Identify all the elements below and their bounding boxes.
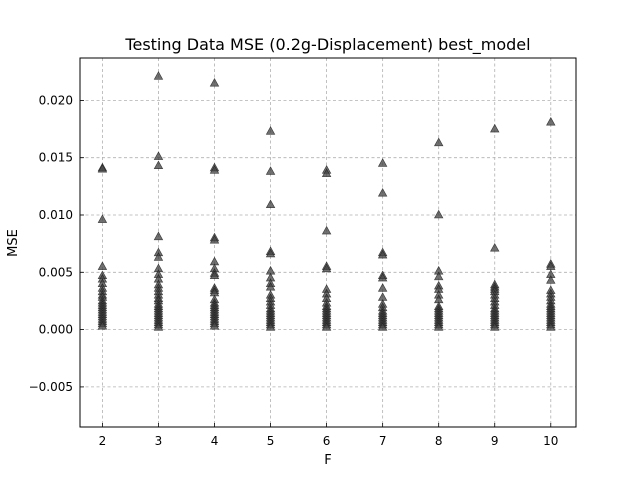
data-point-marker (546, 275, 556, 284)
data-point-marker (377, 283, 388, 292)
data-point-marker (209, 165, 220, 174)
data-point-marker (377, 272, 388, 282)
x-tick-label: 4 (211, 434, 219, 448)
data-point-marker (377, 158, 388, 167)
data-point-marker (490, 243, 500, 252)
data-point-marker (490, 322, 500, 331)
x-tick-label: 9 (491, 434, 499, 448)
data-point-marker (377, 322, 388, 331)
data-point-marker (97, 163, 108, 173)
data-point-marker (377, 188, 388, 197)
data-point-marker (321, 322, 332, 331)
data-point-marker (153, 231, 164, 241)
data-point-marker (153, 252, 164, 261)
data-point-marker (546, 116, 556, 126)
chart-title: Testing Data MSE (0.2g-Displacement) bes… (124, 35, 530, 55)
data-point-marker (209, 270, 220, 280)
x-tick-label: 2 (99, 434, 107, 448)
data-point-marker (153, 151, 164, 160)
y-axis-ticks: −0.005 0.000 0.005 0.010 0.015 0.020 (29, 93, 84, 394)
data-point-marker (433, 322, 444, 331)
data-point-marker (265, 248, 276, 258)
data-point-marker (209, 77, 220, 87)
data-point-marker (490, 123, 500, 133)
data-point-marker (433, 271, 444, 281)
y-tick-label: −0.005 (29, 380, 73, 394)
x-tick-label: 3 (155, 434, 163, 448)
data-point-marker (153, 71, 164, 80)
data-point-marker (265, 166, 276, 175)
data-point-marker (209, 234, 220, 244)
data-point-marker (546, 322, 556, 331)
data-point-marker (321, 168, 332, 178)
x-tick-label: 7 (379, 434, 387, 448)
x-axis-ticks: 2 3 4 5 6 7 8 9 10 (99, 423, 558, 448)
y-tick-label: 0.010 (39, 208, 73, 222)
data-point-marker (265, 322, 276, 331)
data-point-marker (97, 214, 108, 223)
data-point-marker (321, 263, 332, 273)
data-point-marker (97, 320, 108, 330)
x-tick-label: 10 (543, 434, 558, 448)
x-tick-label: 5 (267, 434, 275, 448)
y-tick-label: 0.020 (39, 93, 73, 107)
y-tick-label: 0.005 (39, 265, 73, 279)
x-tick-label: 6 (323, 434, 331, 448)
y-tick-label: 0.000 (39, 323, 73, 337)
data-point-marker (153, 322, 164, 331)
x-axis-label: F (324, 453, 331, 468)
data-point-marker (265, 199, 276, 208)
data-point-marker (209, 320, 220, 330)
y-axis-label: MSE (6, 229, 21, 257)
data-point-marker (377, 249, 388, 259)
plot-area-frame (79, 57, 577, 428)
data-point-marker (321, 225, 332, 235)
x-tick-label: 8 (435, 434, 443, 448)
data-points (97, 71, 556, 331)
data-point-marker (433, 137, 444, 147)
data-point-marker (265, 126, 276, 135)
data-point-marker (97, 261, 108, 270)
data-point-marker (433, 209, 444, 219)
y-tick-label: 0.015 (39, 151, 73, 165)
data-point-marker (153, 160, 164, 170)
